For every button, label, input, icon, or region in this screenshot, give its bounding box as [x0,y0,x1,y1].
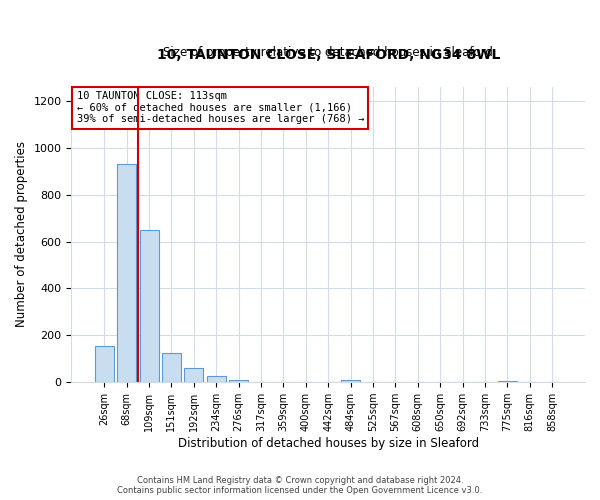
Bar [162,353,181,382]
Text: Contains HM Land Registry data © Crown copyright and database right 2024.
Contai: Contains HM Land Registry data © Crown c… [118,476,482,495]
Bar [95,346,114,382]
X-axis label: Distribution of detached houses by size in Sleaford: Distribution of detached houses by size … [178,437,479,450]
Y-axis label: Number of detached properties: Number of detached properties [15,142,28,328]
Bar [229,380,248,382]
Bar [341,380,360,382]
Text: 10, TAUNTON CLOSE, SLEAFORD, NG34 8WL: 10, TAUNTON CLOSE, SLEAFORD, NG34 8WL [157,48,500,62]
Text: 10 TAUNTON CLOSE: 113sqm
← 60% of detached houses are smaller (1,166)
39% of sem: 10 TAUNTON CLOSE: 113sqm ← 60% of detach… [77,91,364,124]
Bar [207,376,226,382]
Bar [140,230,158,382]
Title: Size of property relative to detached houses in Sleaford: Size of property relative to detached ho… [163,46,493,59]
Bar [184,368,203,382]
Bar [117,164,136,382]
Bar [498,381,517,382]
